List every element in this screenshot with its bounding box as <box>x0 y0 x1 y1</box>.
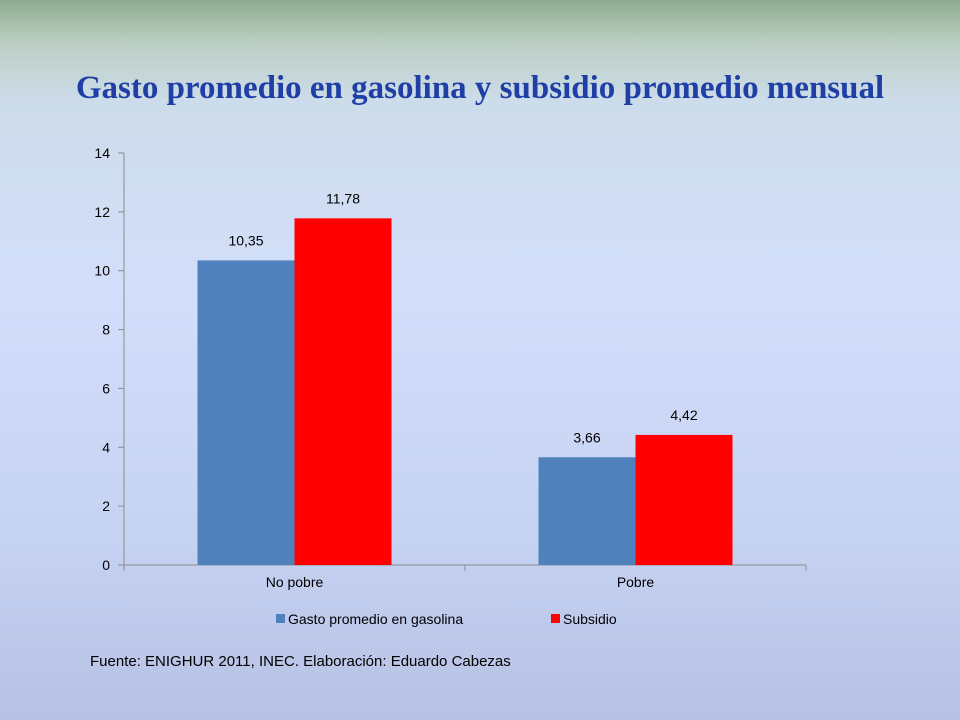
bar <box>538 457 636 565</box>
legend-swatch <box>551 614 560 623</box>
y-tick-label: 6 <box>102 380 110 396</box>
y-tick-label: 12 <box>94 204 110 220</box>
data-label: 4,42 <box>670 407 697 423</box>
y-tick-label: 2 <box>102 498 110 514</box>
y-tick-label: 0 <box>102 557 110 573</box>
y-tick-label: 14 <box>94 145 110 161</box>
y-tick-label: 4 <box>102 439 110 455</box>
bar <box>197 260 295 565</box>
legend-entry: Gasto promedio en gasolina <box>288 611 463 627</box>
x-tick-label: No pobre <box>266 574 324 590</box>
data-label: 3,66 <box>573 429 600 445</box>
slide-title: Gasto promedio en gasolina y subsidio pr… <box>75 70 885 106</box>
data-label: 10,35 <box>228 232 263 248</box>
bar <box>635 434 733 565</box>
y-tick-label: 10 <box>94 263 110 279</box>
legend-swatch <box>276 614 285 623</box>
bar <box>294 218 392 565</box>
data-label: 11,78 <box>326 190 360 206</box>
y-tick-label: 8 <box>102 322 110 338</box>
legend-entry: Subsidio <box>563 611 617 627</box>
source-note: Fuente: ENIGHUR 2011, INEC. Elaboración:… <box>90 653 511 670</box>
x-tick-label: Pobre <box>617 574 655 590</box>
